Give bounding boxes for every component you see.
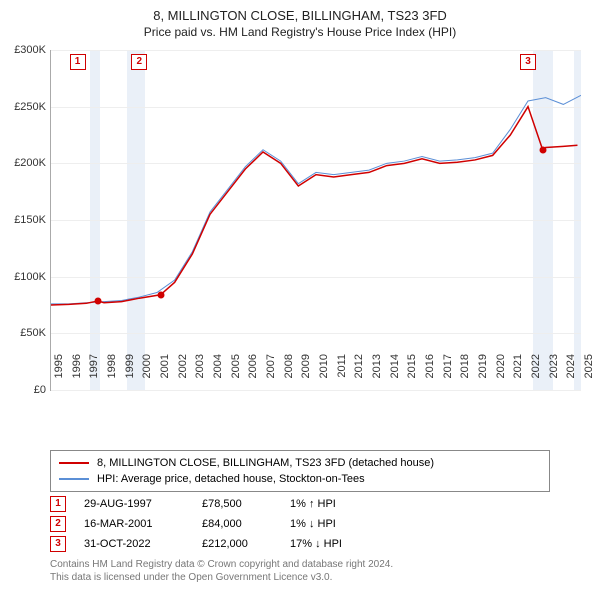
x-axis-label: 2001: [159, 354, 171, 394]
x-axis-label: 2003: [194, 354, 206, 394]
x-axis-label: 1997: [88, 354, 100, 394]
sale-diff: 17% ↓ HPI: [290, 538, 380, 550]
x-axis-label: 2020: [495, 354, 507, 394]
sale-point-3: [539, 146, 546, 153]
x-axis-label: 2013: [371, 354, 383, 394]
sale-marker: 1: [50, 496, 66, 512]
y-axis-label: £100K: [14, 271, 46, 283]
sales-table: 1 29-AUG-1997 £78,500 1% ↑ HPI 2 16-MAR-2001 £…: [50, 494, 380, 554]
x-axis-label: 2010: [318, 354, 330, 394]
x-axis-label: 2012: [353, 354, 365, 394]
x-axis-label: 2021: [512, 354, 524, 394]
series-property: [51, 107, 577, 305]
y-axis-label: £50K: [20, 327, 46, 339]
sale-row: 2 16-MAR-2001 £84,000 1% ↓ HPI: [50, 514, 380, 534]
footer-attribution: Contains HM Land Registry data © Crown c…: [50, 558, 393, 584]
marker-3: 3: [520, 54, 536, 70]
y-axis-label: £300K: [14, 44, 46, 56]
chart-subtitle: Price paid vs. HM Land Registry's House …: [0, 23, 600, 39]
sale-point-1: [94, 298, 101, 305]
x-axis-label: 2018: [459, 354, 471, 394]
x-axis-label: 2014: [389, 354, 401, 394]
x-axis-label: 2019: [477, 354, 489, 394]
x-axis-label: 2004: [212, 354, 224, 394]
chart-area: 123 £0£50K£100K£150K£200K£250K£300K19951…: [50, 50, 580, 410]
x-axis-label: 2002: [177, 354, 189, 394]
marker-2: 2: [131, 54, 147, 70]
x-axis-label: 1998: [106, 354, 118, 394]
legend-swatch: [59, 478, 89, 480]
sale-price: £84,000: [202, 518, 272, 530]
y-axis-label: £150K: [14, 214, 46, 226]
x-axis-label: 1999: [124, 354, 136, 394]
plot-region: 1 2 3: [50, 50, 581, 391]
x-axis-label: 2024: [565, 354, 577, 394]
x-axis-label: 2023: [548, 354, 560, 394]
y-axis-label: £200K: [14, 157, 46, 169]
sale-price: £212,000: [202, 538, 272, 550]
x-axis-label: 2005: [230, 354, 242, 394]
sale-point-2: [157, 291, 164, 298]
x-axis-label: 1996: [71, 354, 83, 394]
y-axis-label: £0: [34, 384, 46, 396]
x-axis-label: 2025: [583, 354, 595, 394]
sale-marker: 3: [50, 536, 66, 552]
x-axis-label: 2007: [265, 354, 277, 394]
sale-row: 1 29-AUG-1997 £78,500 1% ↑ HPI: [50, 494, 380, 514]
chart-container: 8, MILLINGTON CLOSE, BILLINGHAM, TS23 3F…: [0, 0, 600, 590]
sale-price: £78,500: [202, 498, 272, 510]
x-axis-label: 2015: [406, 354, 418, 394]
sale-date: 31-OCT-2022: [84, 538, 184, 550]
x-axis-label: 2017: [442, 354, 454, 394]
sale-date: 16-MAR-2001: [84, 518, 184, 530]
footer-line2: This data is licensed under the Open Gov…: [50, 571, 393, 584]
x-axis-label: 2009: [300, 354, 312, 394]
legend-label: HPI: Average price, detached house, Stoc…: [97, 473, 365, 485]
series-hpi: [51, 95, 581, 304]
x-axis-label: 2022: [530, 354, 542, 394]
x-axis-label: 1995: [53, 354, 65, 394]
legend-item: HPI: Average price, detached house, Stoc…: [59, 471, 541, 487]
sale-diff: 1% ↑ HPI: [290, 498, 380, 510]
x-axis-label: 2011: [336, 354, 348, 394]
sale-date: 29-AUG-1997: [84, 498, 184, 510]
chart-title: 8, MILLINGTON CLOSE, BILLINGHAM, TS23 3F…: [0, 0, 600, 23]
legend: 8, MILLINGTON CLOSE, BILLINGHAM, TS23 3F…: [50, 450, 550, 492]
x-axis-label: 2008: [283, 354, 295, 394]
legend-label: 8, MILLINGTON CLOSE, BILLINGHAM, TS23 3F…: [97, 457, 434, 469]
footer-line1: Contains HM Land Registry data © Crown c…: [50, 558, 393, 571]
x-axis-label: 2006: [247, 354, 259, 394]
sale-diff: 1% ↓ HPI: [290, 518, 380, 530]
x-axis-label: 2000: [141, 354, 153, 394]
y-axis-label: £250K: [14, 101, 46, 113]
x-axis-label: 2016: [424, 354, 436, 394]
marker-1: 1: [70, 54, 86, 70]
legend-swatch: [59, 462, 89, 464]
legend-item: 8, MILLINGTON CLOSE, BILLINGHAM, TS23 3F…: [59, 455, 541, 471]
sale-marker: 2: [50, 516, 66, 532]
sale-row: 3 31-OCT-2022 £212,000 17% ↓ HPI: [50, 534, 380, 554]
